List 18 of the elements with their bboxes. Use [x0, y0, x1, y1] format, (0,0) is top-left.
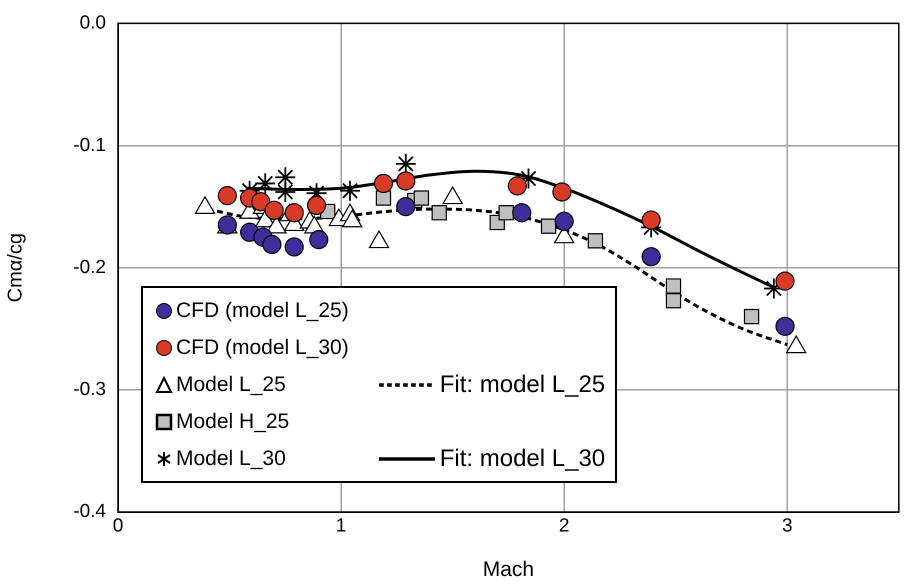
legend-label: Model L_30 [176, 446, 286, 470]
y-tick-label: -0.1 [73, 134, 106, 156]
y-tick-label: 0.0 [80, 12, 106, 34]
x-axis-title: Mach [482, 558, 534, 582]
x-tick-label: 3 [782, 516, 793, 537]
legend-label: CFD (model L_25) [176, 298, 349, 322]
legend-label: Model L_25 [176, 372, 286, 396]
x-tick-label: 2 [558, 516, 570, 537]
legend-label: Fit: model L_25 [440, 370, 606, 398]
x-tick-label: 0 [112, 516, 124, 537]
y-axis-title: Cmα/cg [4, 233, 27, 302]
y-tick-label: -0.2 [73, 256, 106, 278]
x-tick-label: 1 [336, 516, 346, 537]
legend-label: CFD (model L_30) [176, 336, 349, 360]
y-tick-label: -0.3 [73, 379, 106, 400]
y-tick-label: -0.4 [73, 501, 106, 522]
legend-label: Fit: model L_30 [440, 444, 606, 472]
legend-label: Model H_25 [176, 410, 290, 434]
